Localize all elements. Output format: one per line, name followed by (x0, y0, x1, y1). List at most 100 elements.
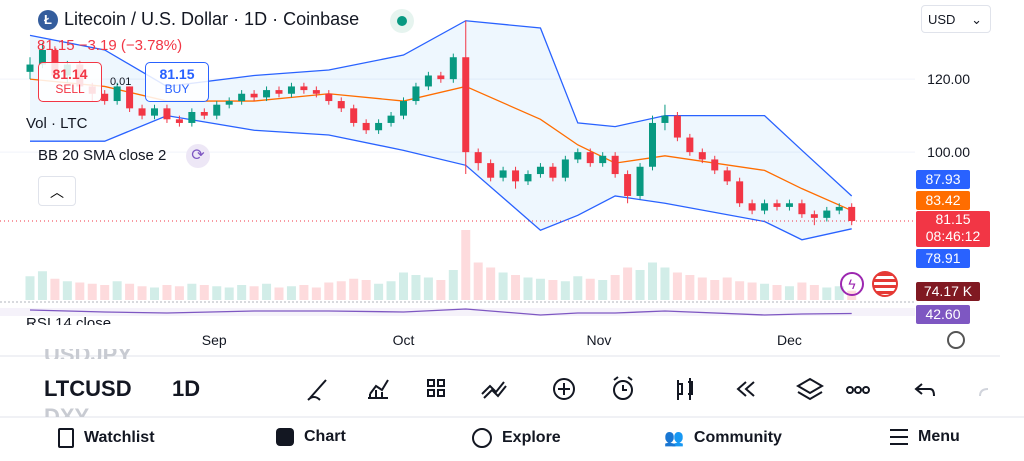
nav-chart[interactable]: Chart (276, 428, 346, 446)
candle-body (400, 101, 407, 116)
sell-button[interactable]: 81.14 SELL (38, 62, 102, 102)
candle-body (200, 111, 208, 116)
nav-label: Chart (304, 428, 346, 445)
volume-bar (162, 285, 172, 300)
candle-body (549, 166, 557, 178)
rsi-legend-text: RSI 14 close (26, 315, 112, 325)
buy-price: 81.15 (159, 66, 195, 82)
compare-tool[interactable] (481, 381, 507, 399)
volume-bar (224, 287, 234, 300)
sell-label: SELL (55, 82, 85, 96)
volume-bar (735, 281, 745, 300)
nav-menu[interactable]: Menu (890, 428, 960, 446)
volume-bar (411, 275, 421, 300)
add-tool[interactable] (553, 378, 575, 400)
prev-symbol-name: USDJPY (44, 349, 132, 359)
flag-icon[interactable] (872, 271, 898, 297)
candle-body (300, 86, 308, 91)
volume-bar (585, 278, 595, 300)
candle-body (362, 122, 370, 131)
chart-type-tool[interactable] (677, 378, 693, 400)
candle-body (113, 86, 121, 102)
buy-button[interactable]: 81.15 BUY (145, 62, 209, 102)
volume-bar (299, 285, 309, 300)
volume-bar (486, 267, 496, 300)
more-tool[interactable] (862, 386, 870, 394)
volume-bar (809, 285, 819, 300)
layout-tool[interactable] (427, 379, 445, 397)
collapse-button[interactable]: ︿ (38, 176, 76, 206)
candle-body (437, 75, 445, 80)
volume-bar (262, 283, 272, 300)
volume-bar (212, 286, 222, 300)
bb-upper-label: 87.93 (916, 170, 970, 189)
volume-bar (822, 287, 832, 300)
candle-body (275, 90, 283, 94)
candle-body (848, 206, 856, 221)
draw-tool[interactable] (307, 379, 327, 401)
candle-body (287, 86, 295, 94)
settings-icon[interactable] (947, 331, 965, 349)
candle-body (536, 166, 544, 175)
volume-bar (548, 280, 558, 300)
bb-middle-label: 83.42 (916, 191, 970, 210)
currency: USD (928, 12, 956, 27)
nav-label: Menu (918, 428, 960, 445)
candle-body (449, 57, 457, 80)
nav-explore[interactable]: Explore (472, 428, 561, 448)
rsi-line (29, 308, 852, 316)
volume-bar (784, 286, 794, 300)
current-symbol[interactable]: LTCUSD 1D (44, 376, 214, 402)
candle-body (188, 111, 196, 123)
bb-fill (30, 20, 852, 240)
candle-body (487, 163, 495, 178)
candle-body (325, 93, 333, 102)
volume-bar (150, 287, 159, 300)
last-price: 81.15 (935, 211, 971, 227)
y-tick-label: 120.00 (927, 71, 970, 87)
volume-bar (523, 277, 533, 300)
bb-toggle[interactable]: ⟳ (186, 144, 210, 168)
replay-tool[interactable] (736, 381, 755, 397)
volume-bar (87, 283, 97, 300)
volume-bar (374, 283, 384, 300)
alert-icon[interactable]: ϟ (840, 272, 864, 296)
current-symbol-name: LTCUSD (44, 376, 132, 401)
volume-bar (249, 286, 259, 300)
candle-body (810, 214, 818, 218)
next-symbol[interactable]: DXY1W (44, 407, 89, 417)
volume-bar (274, 287, 284, 300)
volume-bar (423, 277, 433, 300)
volume-bar (498, 272, 508, 300)
volume-bar (112, 281, 122, 300)
nav-label: Watchlist (84, 429, 155, 446)
x-tick-label: Nov (587, 332, 612, 348)
volume-label: 74.17 K (916, 282, 980, 301)
undo[interactable] (914, 383, 935, 397)
layers-tool[interactable] (796, 377, 824, 401)
alert-tool[interactable] (613, 380, 633, 400)
volume-bar (62, 281, 72, 300)
candle-body (499, 170, 507, 178)
candle-body (698, 152, 706, 160)
volume-bar (772, 285, 782, 300)
volume-bar (286, 286, 296, 300)
volume-bar (722, 277, 732, 300)
candle-body (462, 57, 470, 153)
nav-label: Explore (502, 429, 561, 446)
volume-bar (797, 282, 807, 300)
volume-bar (386, 281, 396, 300)
status (390, 9, 414, 33)
rsi-band (0, 308, 915, 316)
candle-body (26, 64, 34, 72)
currency-select[interactable]: USD ⌄ (921, 5, 991, 33)
volume-bar (610, 275, 620, 300)
indicators-tool[interactable] (368, 379, 389, 399)
last-price-label: 81.15 08:46:12 (916, 211, 990, 247)
candle-body (611, 155, 619, 175)
nav-watchlist[interactable]: Watchlist (58, 428, 155, 448)
prev-symbol[interactable]: USDJPY4h (44, 349, 132, 359)
volume-bar (648, 262, 657, 300)
nav-community[interactable]: 👥 Community (664, 429, 782, 447)
